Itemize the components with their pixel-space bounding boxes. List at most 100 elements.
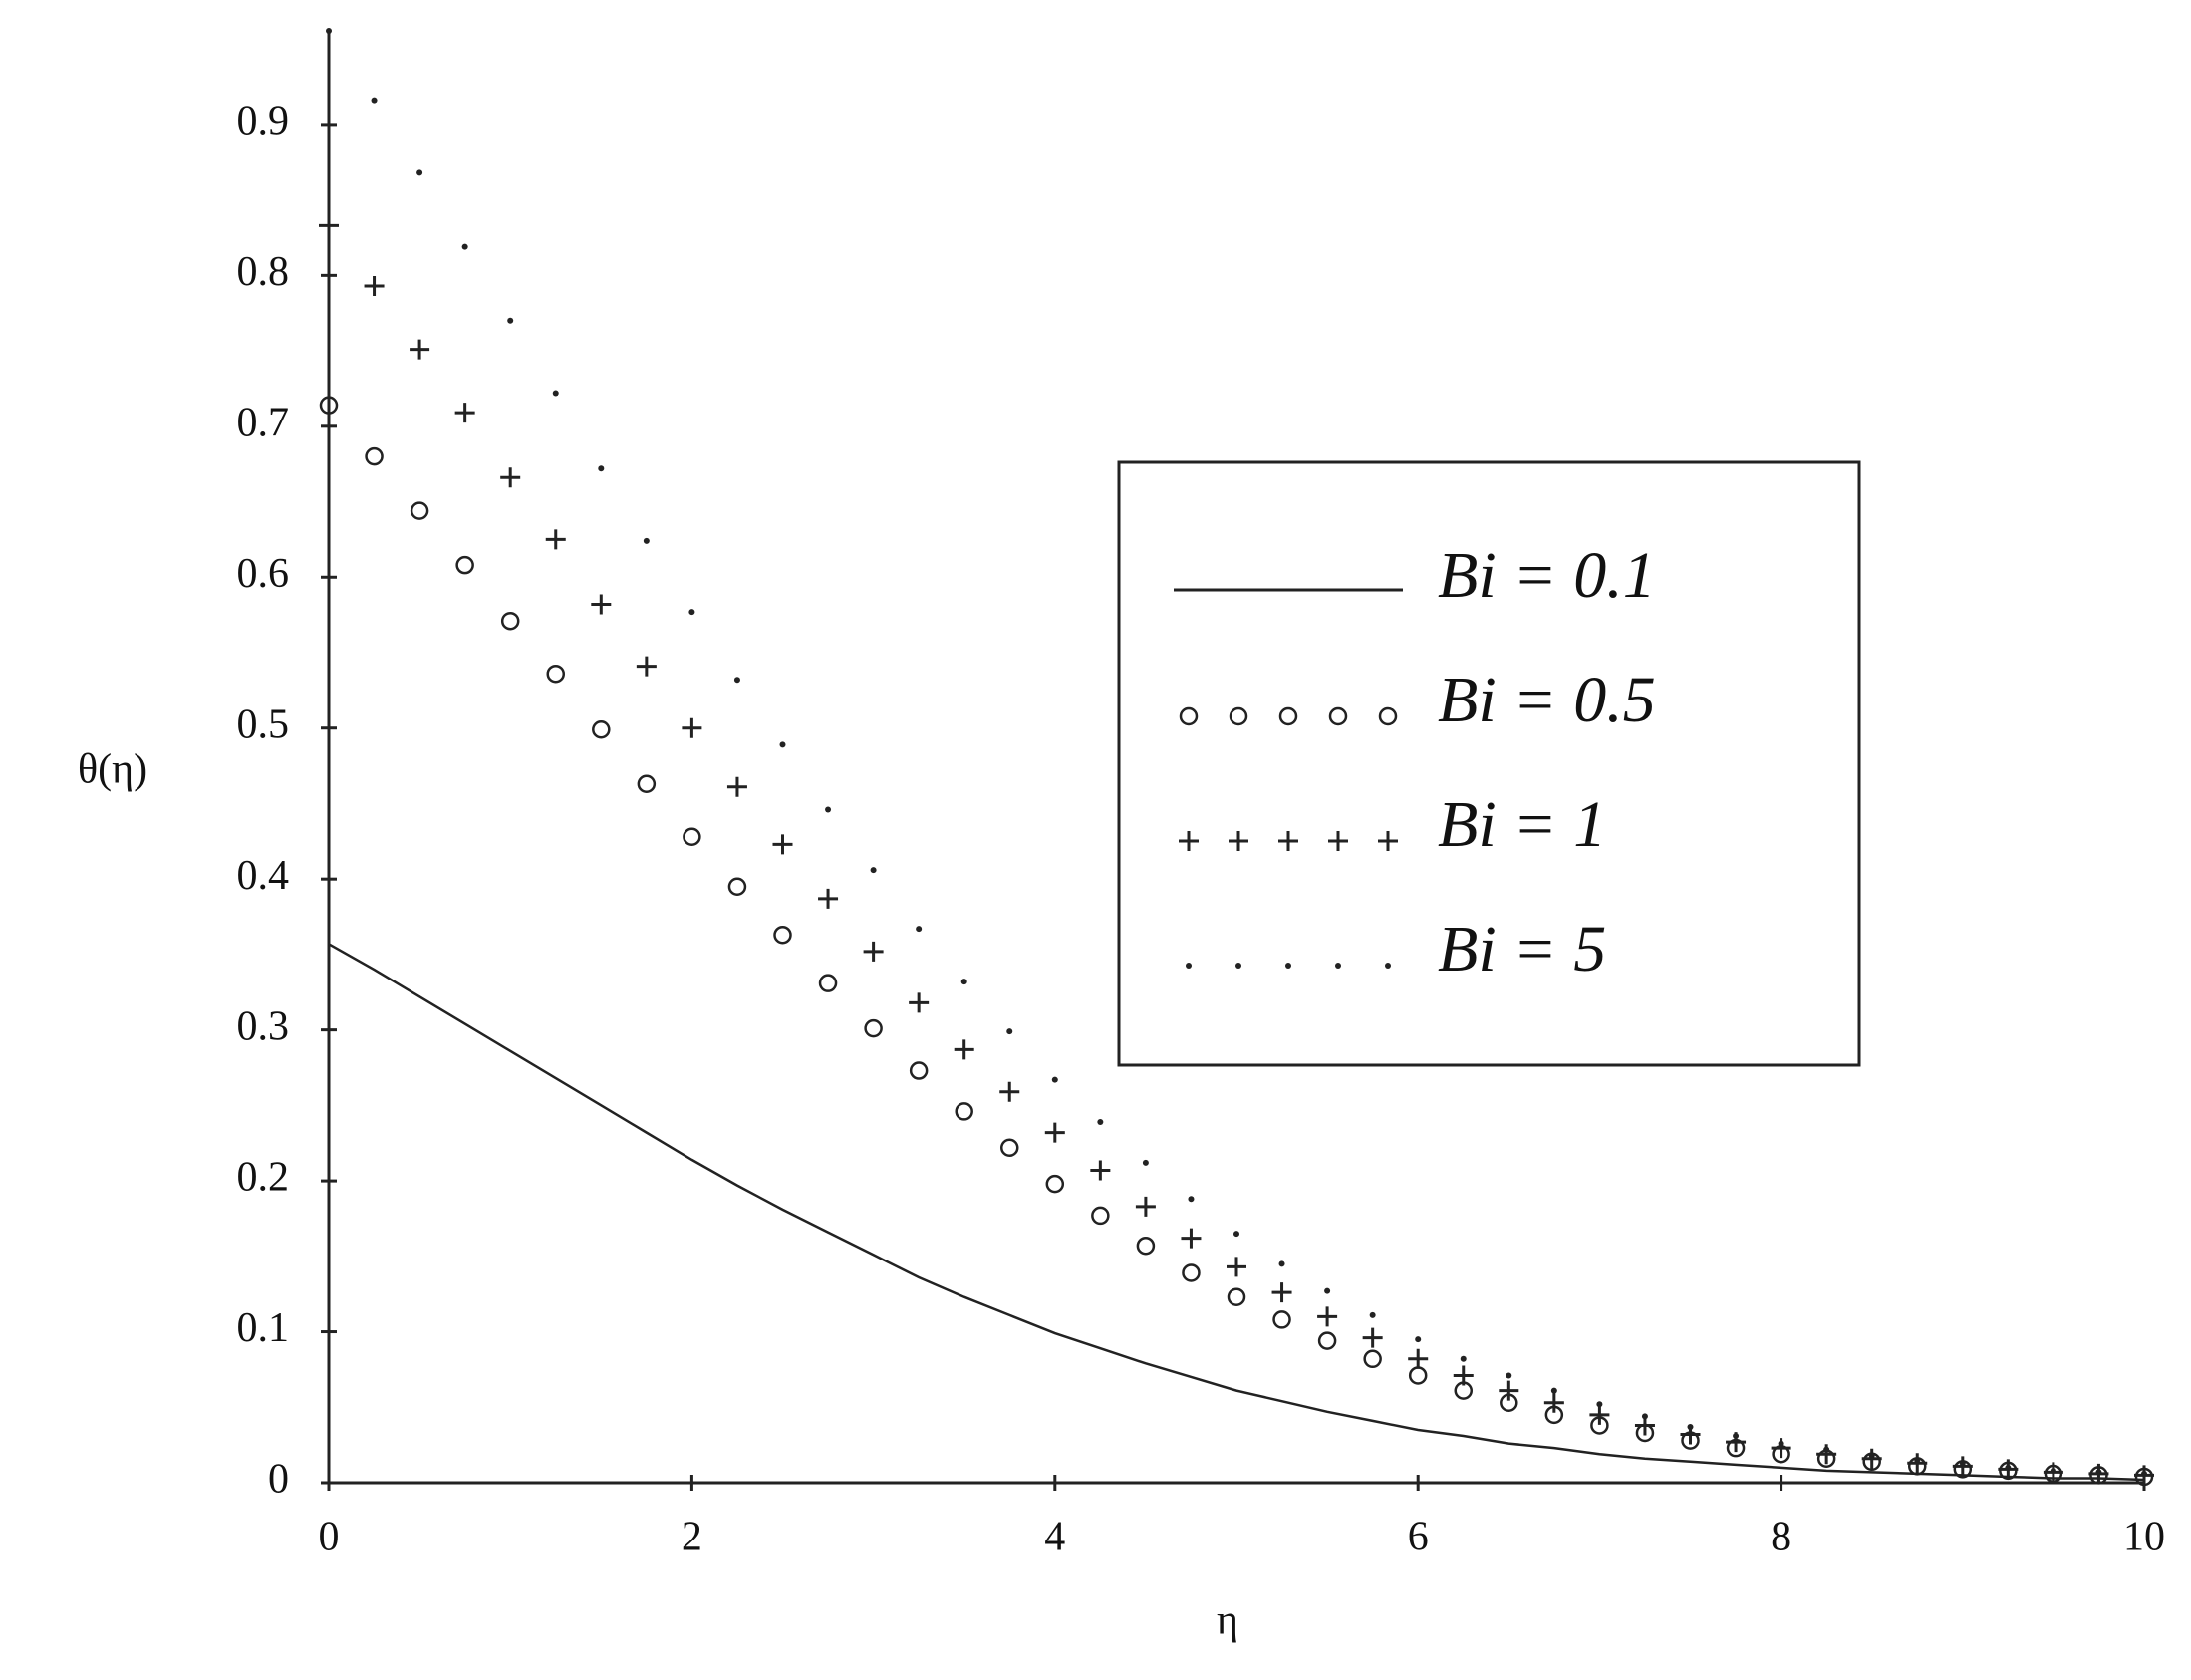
y-tick-label: 0.8 xyxy=(237,249,290,295)
x-tick-label: 4 xyxy=(1044,1515,1065,1560)
legend-symbol xyxy=(1278,706,1298,726)
circle-marker xyxy=(1000,1138,1019,1158)
circle-marker xyxy=(365,446,384,466)
dot-marker xyxy=(1233,1231,1239,1238)
dot-marker xyxy=(1959,1460,1966,1467)
plus-marker xyxy=(1227,1257,1246,1277)
dot-marker xyxy=(1142,1159,1149,1166)
legend-symbol xyxy=(1335,963,1341,969)
circle-marker xyxy=(410,501,429,520)
plus-marker xyxy=(1589,1404,1610,1425)
circle-marker xyxy=(546,664,565,684)
y-axis-label: θ(η) xyxy=(78,747,147,793)
circle-marker xyxy=(1136,1236,1156,1256)
dot-marker xyxy=(1369,1311,1376,1318)
plus-marker xyxy=(1271,1282,1292,1303)
y-tick-label: 0.4 xyxy=(237,853,290,899)
y-tick-label: 0.1 xyxy=(237,1305,290,1351)
circle-marker xyxy=(818,974,838,992)
plus-marker xyxy=(1317,1306,1338,1327)
dot-marker xyxy=(507,317,514,324)
y-tick-label: 0.6 xyxy=(237,551,290,597)
dot-marker xyxy=(2050,1467,2056,1474)
plus-marker xyxy=(364,275,385,296)
plus-marker xyxy=(591,594,612,615)
series-markers xyxy=(326,28,2147,1477)
dot-marker xyxy=(916,926,923,933)
plus-marker xyxy=(818,888,839,909)
dot-marker xyxy=(779,741,786,748)
dot-marker xyxy=(326,28,332,34)
legend-symbol xyxy=(1186,963,1192,969)
dot-marker xyxy=(1188,1196,1195,1203)
dot-marker xyxy=(1733,1433,1740,1440)
plus-marker xyxy=(1952,1456,1973,1477)
dot-marker xyxy=(1278,1260,1285,1267)
dot-marker xyxy=(1460,1355,1467,1362)
dot-marker xyxy=(1051,1076,1058,1083)
legend-symbol xyxy=(1328,706,1348,726)
circle-marker xyxy=(592,719,611,739)
dot-marker xyxy=(1550,1387,1557,1394)
legend-symbol xyxy=(1378,706,1398,726)
plus-marker xyxy=(682,717,702,738)
dot-marker xyxy=(1506,1372,1512,1379)
circle-marker xyxy=(864,1018,883,1038)
plus-marker xyxy=(1543,1392,1564,1413)
legend-symbol xyxy=(1328,831,1348,851)
plus-marker xyxy=(1907,1453,1928,1474)
dot-marker xyxy=(1823,1446,1830,1453)
plus-marker xyxy=(772,834,793,855)
x-tick-label: 6 xyxy=(1408,1515,1429,1560)
dot-marker xyxy=(1641,1413,1648,1420)
legend-symbol xyxy=(1235,963,1241,969)
plus-marker xyxy=(636,656,657,677)
plus-marker xyxy=(1362,1327,1383,1348)
dot-marker xyxy=(825,806,832,813)
legend-symbol xyxy=(1278,831,1298,851)
legend-box xyxy=(1117,460,1861,1067)
plus-marker xyxy=(1408,1348,1429,1369)
dot-marker xyxy=(1006,1028,1013,1035)
y-tick-label: 0.9 xyxy=(237,99,290,144)
plus-marker xyxy=(1135,1196,1156,1217)
circle-marker xyxy=(1227,1287,1246,1306)
plus-marker xyxy=(863,941,884,962)
dot-marker xyxy=(598,465,605,472)
dot-marker xyxy=(1097,1119,1104,1126)
circle-marker xyxy=(773,925,792,945)
legend-symbol xyxy=(1285,963,1291,969)
plus-marker xyxy=(999,1081,1020,1102)
x-tick-label: 8 xyxy=(1771,1515,1791,1560)
plus-marker xyxy=(1044,1122,1065,1143)
circle-marker xyxy=(1045,1174,1065,1194)
plus-marker xyxy=(1499,1380,1519,1401)
circle-marker xyxy=(455,555,474,575)
circle-marker xyxy=(319,396,339,415)
plus-marker xyxy=(1090,1160,1111,1181)
dot-marker xyxy=(371,97,378,104)
legend-symbol xyxy=(1229,706,1248,726)
legend-symbol xyxy=(1179,831,1199,851)
x-axis-label: η xyxy=(1217,1598,1238,1644)
x-tick-label: 0 xyxy=(319,1515,340,1560)
dot-marker xyxy=(1778,1440,1784,1447)
dot-marker xyxy=(461,243,468,250)
y-tick-label: 0 xyxy=(268,1457,289,1503)
x-tick-label: 2 xyxy=(682,1515,702,1560)
legend-label: Bi = 0.5 xyxy=(1438,664,1656,736)
dot-marker xyxy=(416,169,423,176)
circle-marker xyxy=(1182,1263,1201,1282)
dot-marker xyxy=(733,677,740,684)
plus-marker xyxy=(319,215,339,236)
circle-marker xyxy=(1091,1206,1110,1226)
legend-symbol xyxy=(1378,831,1398,851)
circle-marker xyxy=(683,827,701,847)
dot-marker xyxy=(2095,1469,2102,1476)
legend: Bi = 0.1 Bi = 0.5 Bi = 1 Bi = 5 xyxy=(1117,460,1861,1067)
circle-marker xyxy=(1272,1310,1291,1329)
legend-label: Bi = 0.1 xyxy=(1438,539,1656,612)
circle-marker xyxy=(1363,1349,1382,1369)
